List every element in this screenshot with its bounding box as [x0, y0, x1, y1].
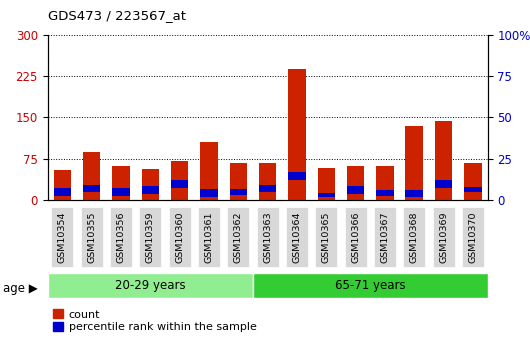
Text: GSM10370: GSM10370 [469, 212, 478, 263]
Text: GSM10355: GSM10355 [87, 212, 96, 263]
Bar [83, 151, 101, 200]
Text: 65-71 years: 65-71 years [335, 279, 405, 292]
Text: GSM10369: GSM10369 [439, 212, 448, 263]
FancyBboxPatch shape [253, 273, 488, 298]
Bar [288, 172, 306, 180]
Text: age ▶: age ▶ [3, 282, 38, 295]
Bar [200, 142, 218, 200]
Bar [288, 69, 306, 200]
FancyBboxPatch shape [344, 207, 367, 267]
FancyBboxPatch shape [48, 273, 253, 298]
Bar [200, 189, 218, 197]
Text: GSM10359: GSM10359 [146, 212, 155, 263]
Bar [142, 186, 159, 194]
Text: GSM10364: GSM10364 [293, 212, 302, 263]
Bar [112, 166, 130, 200]
Text: GSM10360: GSM10360 [175, 212, 184, 263]
Text: GSM10361: GSM10361 [205, 212, 214, 263]
FancyBboxPatch shape [139, 207, 161, 267]
FancyBboxPatch shape [403, 207, 425, 267]
Text: GSM10363: GSM10363 [263, 212, 272, 263]
Bar [347, 166, 365, 200]
FancyBboxPatch shape [169, 207, 191, 267]
FancyBboxPatch shape [257, 207, 279, 267]
FancyBboxPatch shape [374, 207, 396, 267]
Text: 20-29 years: 20-29 years [115, 279, 186, 292]
FancyBboxPatch shape [462, 207, 484, 267]
FancyBboxPatch shape [315, 207, 337, 267]
Text: GSM10365: GSM10365 [322, 212, 331, 263]
Bar [464, 162, 482, 200]
Text: GSM10356: GSM10356 [117, 212, 126, 263]
Text: GSM10362: GSM10362 [234, 212, 243, 263]
Bar [54, 170, 71, 200]
Bar [405, 126, 423, 200]
Legend: count, percentile rank within the sample: count, percentile rank within the sample [53, 309, 257, 332]
Bar [83, 185, 101, 193]
FancyBboxPatch shape [432, 207, 455, 267]
Text: GDS473 / 223567_at: GDS473 / 223567_at [48, 9, 186, 22]
FancyBboxPatch shape [81, 207, 103, 267]
FancyBboxPatch shape [51, 207, 73, 267]
Bar [229, 189, 247, 195]
Bar [317, 194, 335, 197]
Bar [435, 121, 453, 200]
Bar [376, 190, 394, 196]
Text: GSM10368: GSM10368 [410, 212, 419, 263]
Bar [464, 187, 482, 193]
Bar [229, 162, 247, 200]
Bar [435, 180, 453, 188]
Bar [376, 166, 394, 200]
Bar [54, 188, 71, 196]
Text: GSM10366: GSM10366 [351, 212, 360, 263]
Text: GSM10354: GSM10354 [58, 212, 67, 263]
Bar [405, 190, 423, 197]
Bar [347, 186, 365, 194]
Bar [112, 188, 130, 196]
Bar [142, 169, 159, 200]
Bar [171, 180, 189, 188]
FancyBboxPatch shape [227, 207, 249, 267]
FancyBboxPatch shape [110, 207, 132, 267]
FancyBboxPatch shape [286, 207, 308, 267]
Bar [259, 162, 277, 200]
Bar [171, 161, 189, 200]
Text: GSM10367: GSM10367 [381, 212, 390, 263]
Bar [259, 185, 277, 193]
FancyBboxPatch shape [198, 207, 220, 267]
Bar [317, 168, 335, 200]
